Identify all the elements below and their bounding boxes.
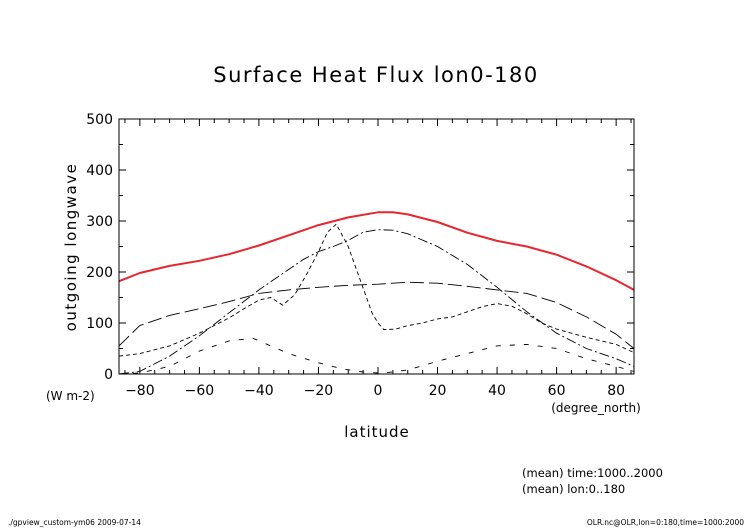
- chart-title: Surface Heat Flux lon0-180: [213, 63, 539, 87]
- y-axis-label: outgoing longwave: [62, 163, 80, 332]
- y-tick-label: 100: [86, 316, 113, 332]
- y-tick-label: 500: [86, 112, 113, 128]
- x-axis-units: (degree_north): [551, 401, 641, 415]
- series-line-1-solid: [118, 211, 635, 291]
- plot-frame: [118, 118, 635, 375]
- x-tick-label: 40: [488, 383, 506, 399]
- x-tick-label: 60: [548, 383, 566, 399]
- x-axis-label: latitude: [344, 423, 410, 441]
- y-axis-units: (W m-2): [46, 389, 95, 403]
- x-tick-label: −80: [125, 383, 155, 399]
- y-tick-label: 300: [86, 214, 113, 230]
- x-tick-label: −40: [244, 383, 274, 399]
- mean-lon-annotation: (mean) lon:0..180: [522, 482, 625, 496]
- series-line-2-longdash: [118, 281, 635, 349]
- x-tick-label: −60: [185, 383, 215, 399]
- mean-time-annotation: (mean) time:1000..2000: [522, 466, 663, 480]
- x-axis: −80 −60 −40 −20 0 20 40 60 80: [124, 119, 632, 399]
- plot-area: [118, 211, 635, 375]
- series-line-4-dashed: [118, 223, 635, 357]
- footer-left: ./gpview_custom-ym06 2009-07-14: [8, 518, 141, 527]
- y-tick-label: 200: [86, 265, 113, 281]
- series-line-3-dashdot: [118, 229, 635, 375]
- footer-right: OLR.nc@OLR,lon=0:180,time=1000:2000: [587, 518, 744, 527]
- series-line-5-dotted-sparse: [118, 337, 635, 375]
- x-tick-label: 80: [607, 383, 625, 399]
- y-axis: 0 100 200 300 400 500: [86, 112, 634, 383]
- y-tick-label: 400: [86, 163, 113, 179]
- x-tick-label: 0: [374, 383, 383, 399]
- x-tick-label: −20: [304, 383, 334, 399]
- x-tick-label: 20: [429, 383, 447, 399]
- y-tick-label: 0: [104, 367, 113, 383]
